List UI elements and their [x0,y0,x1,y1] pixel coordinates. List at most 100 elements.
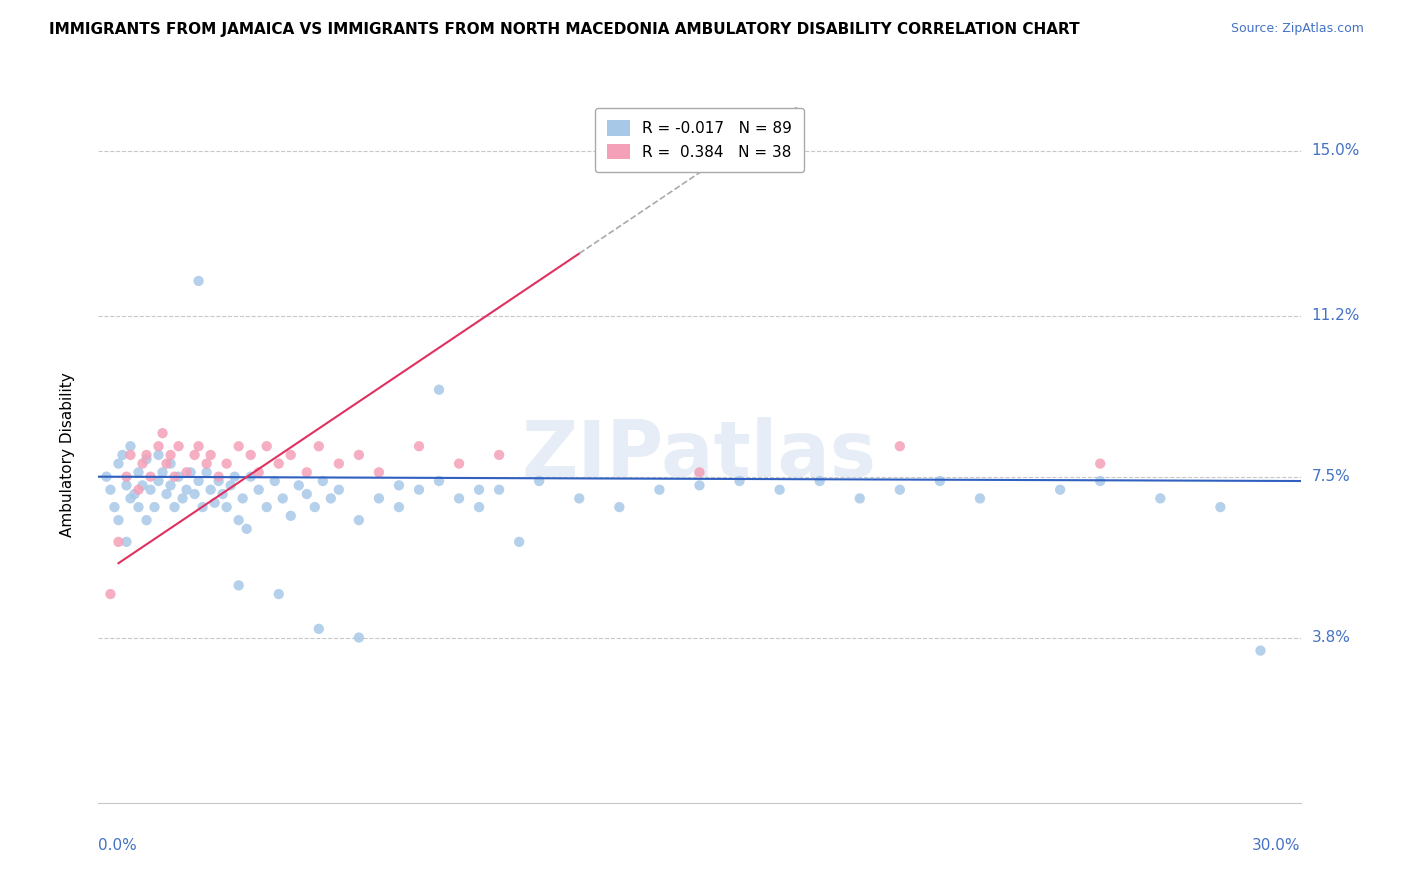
Point [135,448,157,462]
Point [1088,457,1111,471]
Point [107,457,129,471]
Point [427,474,450,488]
Point [131,478,153,492]
Point [120,439,142,453]
Point [388,478,411,492]
Point [204,496,226,510]
Point [208,474,231,488]
Text: Source: ZipAtlas.com: Source: ZipAtlas.com [1230,22,1364,36]
Point [889,439,911,453]
Text: 0.0%: 0.0% [98,838,138,853]
Point [103,500,125,514]
Point [267,587,290,601]
Point [648,483,671,497]
Text: 15.0%: 15.0% [1312,143,1360,158]
Point [447,491,470,506]
Point [124,487,146,501]
Y-axis label: Ambulatory Disability: Ambulatory Disability [60,373,75,537]
Point [768,483,790,497]
Point [139,469,162,483]
Point [1049,483,1071,497]
Point [155,487,177,501]
Point [388,500,411,514]
Point [271,491,294,506]
Point [187,474,209,488]
Point [228,439,250,453]
Point [368,491,391,506]
Point [152,426,174,441]
Point [288,478,311,492]
Point [1149,491,1171,506]
Point [347,448,370,462]
Point [295,466,318,480]
Point [159,478,181,492]
Point [447,457,470,471]
Point [148,474,170,488]
Point [159,448,181,462]
Point [328,457,350,471]
Point [176,466,198,480]
Point [256,500,278,514]
Point [167,469,190,483]
Point [280,508,302,523]
Point [529,474,551,488]
Point [808,474,831,488]
Point [328,483,350,497]
Point [167,439,190,453]
Point [215,500,238,514]
Point [468,500,491,514]
Point [215,457,238,471]
Point [187,274,209,288]
Point [183,448,205,462]
Point [200,448,222,462]
Text: 11.2%: 11.2% [1312,309,1360,323]
Point [100,587,122,601]
Point [488,448,510,462]
Point [308,622,330,636]
Point [228,513,250,527]
Point [96,469,118,483]
Point [115,478,138,492]
Text: 7.5%: 7.5% [1312,469,1350,484]
Point [148,448,170,462]
Point [159,457,181,471]
Point [120,448,142,462]
Point [128,500,150,514]
Point [107,535,129,549]
Point [195,457,218,471]
Point [152,466,174,480]
Point [728,474,751,488]
Point [1250,643,1272,657]
Point [139,483,162,497]
Point [408,483,430,497]
Point [368,466,391,480]
Point [135,452,157,467]
Point [239,448,262,462]
Point [187,439,209,453]
Point [155,457,177,471]
Point [172,491,194,506]
Point [200,483,222,497]
Point [319,491,342,506]
Point [120,491,142,506]
Point [228,578,250,592]
Point [135,513,157,527]
Point [163,469,186,483]
Point [224,469,246,483]
Point [1088,474,1111,488]
Point [263,474,285,488]
Point [232,491,254,506]
Point [508,535,530,549]
Point [247,466,270,480]
Text: 30.0%: 30.0% [1253,838,1301,853]
Point [969,491,991,506]
Point [929,474,952,488]
Text: ZIPatlas: ZIPatlas [522,417,877,493]
Text: IMMIGRANTS FROM JAMAICA VS IMMIGRANTS FROM NORTH MACEDONIA AMBULATORY DISABILITY: IMMIGRANTS FROM JAMAICA VS IMMIGRANTS FR… [49,22,1080,37]
Point [849,491,872,506]
Point [235,522,257,536]
Point [347,513,370,527]
Point [267,457,290,471]
Point [100,483,122,497]
Point [247,483,270,497]
